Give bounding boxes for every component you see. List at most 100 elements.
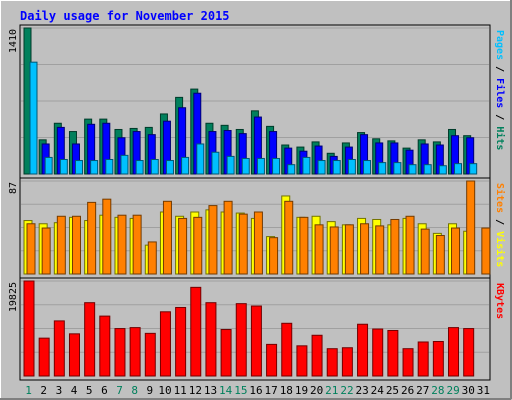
bar-sites-day-27	[420, 228, 430, 275]
bar-pages-day-25	[393, 162, 402, 175]
bar-kbytes-day-12	[190, 286, 202, 377]
bar-kbytes-day-30	[463, 328, 475, 377]
bar-sites-day-7	[117, 214, 127, 275]
plot-area-frame	[19, 24, 491, 381]
bar-pages-day-30	[469, 163, 478, 175]
x-tick-label-16: 16	[249, 384, 262, 397]
bar-sites-day-29	[451, 227, 461, 275]
bar-kbytes-day-7	[114, 328, 126, 377]
bar-pages-day-12	[196, 143, 205, 175]
x-tick-label-8: 8	[131, 384, 138, 397]
bar-kbytes-day-26	[402, 348, 414, 377]
bar-kbytes-day-16	[250, 305, 262, 377]
x-tick-label-20: 20	[310, 384, 323, 397]
bar-kbytes-day-28	[432, 340, 444, 377]
legend-part: Pages	[494, 30, 505, 60]
x-tick-label-17: 17	[265, 384, 278, 397]
bar-kbytes-day-8	[129, 327, 141, 377]
bar-pages-day-4	[74, 160, 83, 175]
bar-pages-day-6	[105, 159, 114, 175]
bar-pages-day-28	[438, 165, 447, 175]
x-tick-label-29: 29	[446, 384, 459, 397]
bar-sites-day-20	[314, 224, 324, 275]
bar-sites-day-15	[238, 213, 248, 275]
bar-kbytes-day-23	[357, 323, 369, 377]
x-tick-label-5: 5	[86, 384, 93, 397]
x-tick-label-10: 10	[158, 384, 171, 397]
legend-part: Files	[494, 78, 506, 108]
bar-sites-day-11	[178, 217, 188, 275]
legend-part: Visits	[494, 231, 506, 267]
panel-1: 1410 Pages / Files / Hits	[8, 27, 506, 175]
chart-panels: 1410 Pages / Files / Hits 87 Sites / Visits…	[8, 27, 506, 377]
bar-sites-day-31	[481, 227, 491, 275]
bar-pages-day-14	[226, 155, 235, 175]
panel-2: 87 Sites / Visits	[8, 177, 506, 275]
x-tick-label-28: 28	[431, 384, 444, 397]
bar-sites-day-18	[284, 200, 294, 275]
bar-kbytes-day-10	[159, 311, 171, 377]
bar-kbytes-day-17	[266, 343, 278, 377]
x-tick-label-7: 7	[116, 384, 123, 397]
bar-pages-day-18	[287, 164, 296, 175]
bar-kbytes-day-21	[326, 348, 338, 377]
x-tick-label-21: 21	[325, 384, 338, 397]
x-tick-label-13: 13	[204, 384, 217, 397]
x-tick-label-15: 15	[234, 384, 247, 397]
panel-legend-label: Sites / Visits	[494, 183, 506, 267]
x-tick-label-12: 12	[189, 384, 202, 397]
legend-part: Sites	[494, 183, 506, 213]
bar-kbytes-day-6	[99, 315, 111, 377]
x-tick-label-26: 26	[401, 384, 414, 397]
y-max-label: 87	[8, 182, 19, 194]
legend-part: KBytes	[494, 283, 505, 319]
bar-pages-day-10	[165, 160, 174, 175]
bar-kbytes-day-19	[296, 345, 308, 377]
legend-part: /	[494, 108, 505, 126]
bar-pages-day-7	[120, 154, 129, 175]
bar-kbytes-day-3	[53, 320, 65, 377]
bar-sites-day-24	[375, 225, 385, 275]
bar-kbytes-day-14	[220, 329, 232, 377]
x-tick-label-3: 3	[56, 384, 63, 397]
bar-sites-day-1	[26, 223, 36, 275]
x-tick-label-4: 4	[71, 384, 78, 397]
bar-sites-day-28	[435, 235, 445, 275]
bar-kbytes-day-4	[68, 333, 80, 377]
x-axis: 1 2 3 4 5 6 7 8 9 10 11 12 13 14 15 16 17 18 19 20 21 22 23 24 2…	[25, 384, 490, 397]
bar-kbytes-day-15	[235, 303, 247, 377]
bar-kbytes-day-25	[387, 329, 399, 377]
panel-legend-label: Pages / Files / Hits	[494, 30, 506, 150]
bar-sites-day-21	[329, 226, 339, 275]
bar-sites-day-9	[147, 241, 157, 275]
x-tick-label-6: 6	[101, 384, 108, 397]
x-tick-label-22: 22	[340, 384, 353, 397]
bar-pages-day-3	[59, 159, 68, 175]
bar-pages-day-9	[150, 159, 159, 175]
bar-sites-day-3	[56, 215, 66, 275]
bar-sites-day-8	[132, 214, 142, 275]
bar-kbytes-day-27	[417, 341, 429, 377]
x-tick-label-27: 27	[416, 384, 429, 397]
bar-kbytes-day-9	[144, 332, 156, 377]
bar-sites-day-16	[253, 211, 263, 275]
legend-part: /	[494, 60, 505, 78]
x-tick-label-9: 9	[147, 384, 154, 397]
bar-sites-day-5	[87, 201, 97, 275]
bar-pages-day-19	[302, 156, 311, 175]
bar-kbytes-day-11	[175, 306, 187, 377]
x-tick-label-18: 18	[280, 384, 293, 397]
bar-pages-day-27	[423, 164, 432, 175]
chart-title: Daily usage for November 2015	[20, 9, 230, 23]
bar-sites-day-17	[269, 237, 279, 275]
bar-pages-day-23	[363, 160, 372, 175]
panel-legend-label: KBytes	[494, 283, 505, 319]
bar-pages-day-16	[256, 157, 265, 175]
bar-sites-day-30	[466, 180, 476, 275]
bar-sites-day-10	[162, 200, 172, 275]
bar-sites-day-25	[390, 218, 400, 275]
bar-pages-day-29	[454, 163, 463, 175]
x-tick-label-24: 24	[371, 384, 385, 397]
bar-kbytes-day-29	[448, 327, 460, 377]
